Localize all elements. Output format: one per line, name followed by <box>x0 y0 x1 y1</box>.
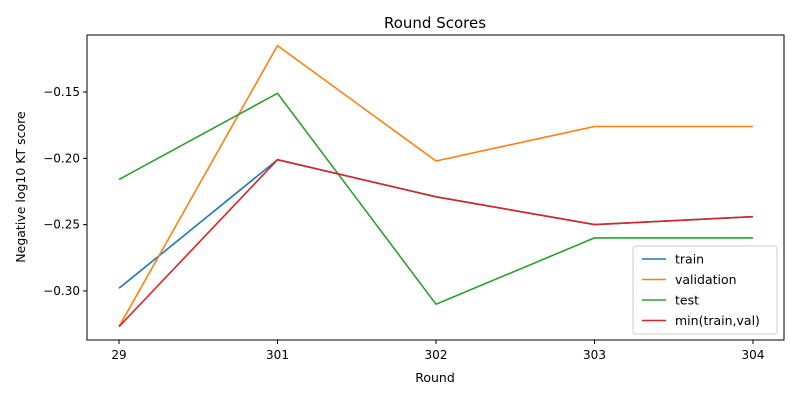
series-line-3 <box>118 158 754 328</box>
legend-label-0: train <box>675 252 704 267</box>
legend-label-2: test <box>675 293 699 308</box>
legend-label-3: min(train,val) <box>675 313 760 328</box>
x-tick-label: 302 <box>425 348 448 362</box>
x-tick-label: 301 <box>266 348 289 362</box>
series-line-1 <box>118 44 753 328</box>
y-tick-label: −0.15 <box>43 85 80 99</box>
legend-box <box>632 245 778 335</box>
y-axis-label: Negative log10 KT score <box>13 111 28 263</box>
x-tick-label: 303 <box>583 348 606 362</box>
x-axis: 29 301 302 303 304 <box>111 340 764 362</box>
y-axis: −0.30 −0.25 −0.20 −0.15 <box>43 85 87 298</box>
y-tick-label: −0.20 <box>43 151 80 165</box>
series-line-2 <box>118 92 753 306</box>
x-axis-label: Round <box>415 370 455 385</box>
y-tick-label: −0.25 <box>43 218 80 232</box>
y-tick-label: −0.30 <box>43 284 80 298</box>
chart-title: Round Scores <box>384 14 486 32</box>
legend-label-1: validation <box>675 272 737 287</box>
x-tick-label: 304 <box>742 348 765 362</box>
x-tick-label: 29 <box>111 348 126 362</box>
series-layer <box>118 44 754 328</box>
legend: train validation test min(train,val) <box>632 245 778 335</box>
